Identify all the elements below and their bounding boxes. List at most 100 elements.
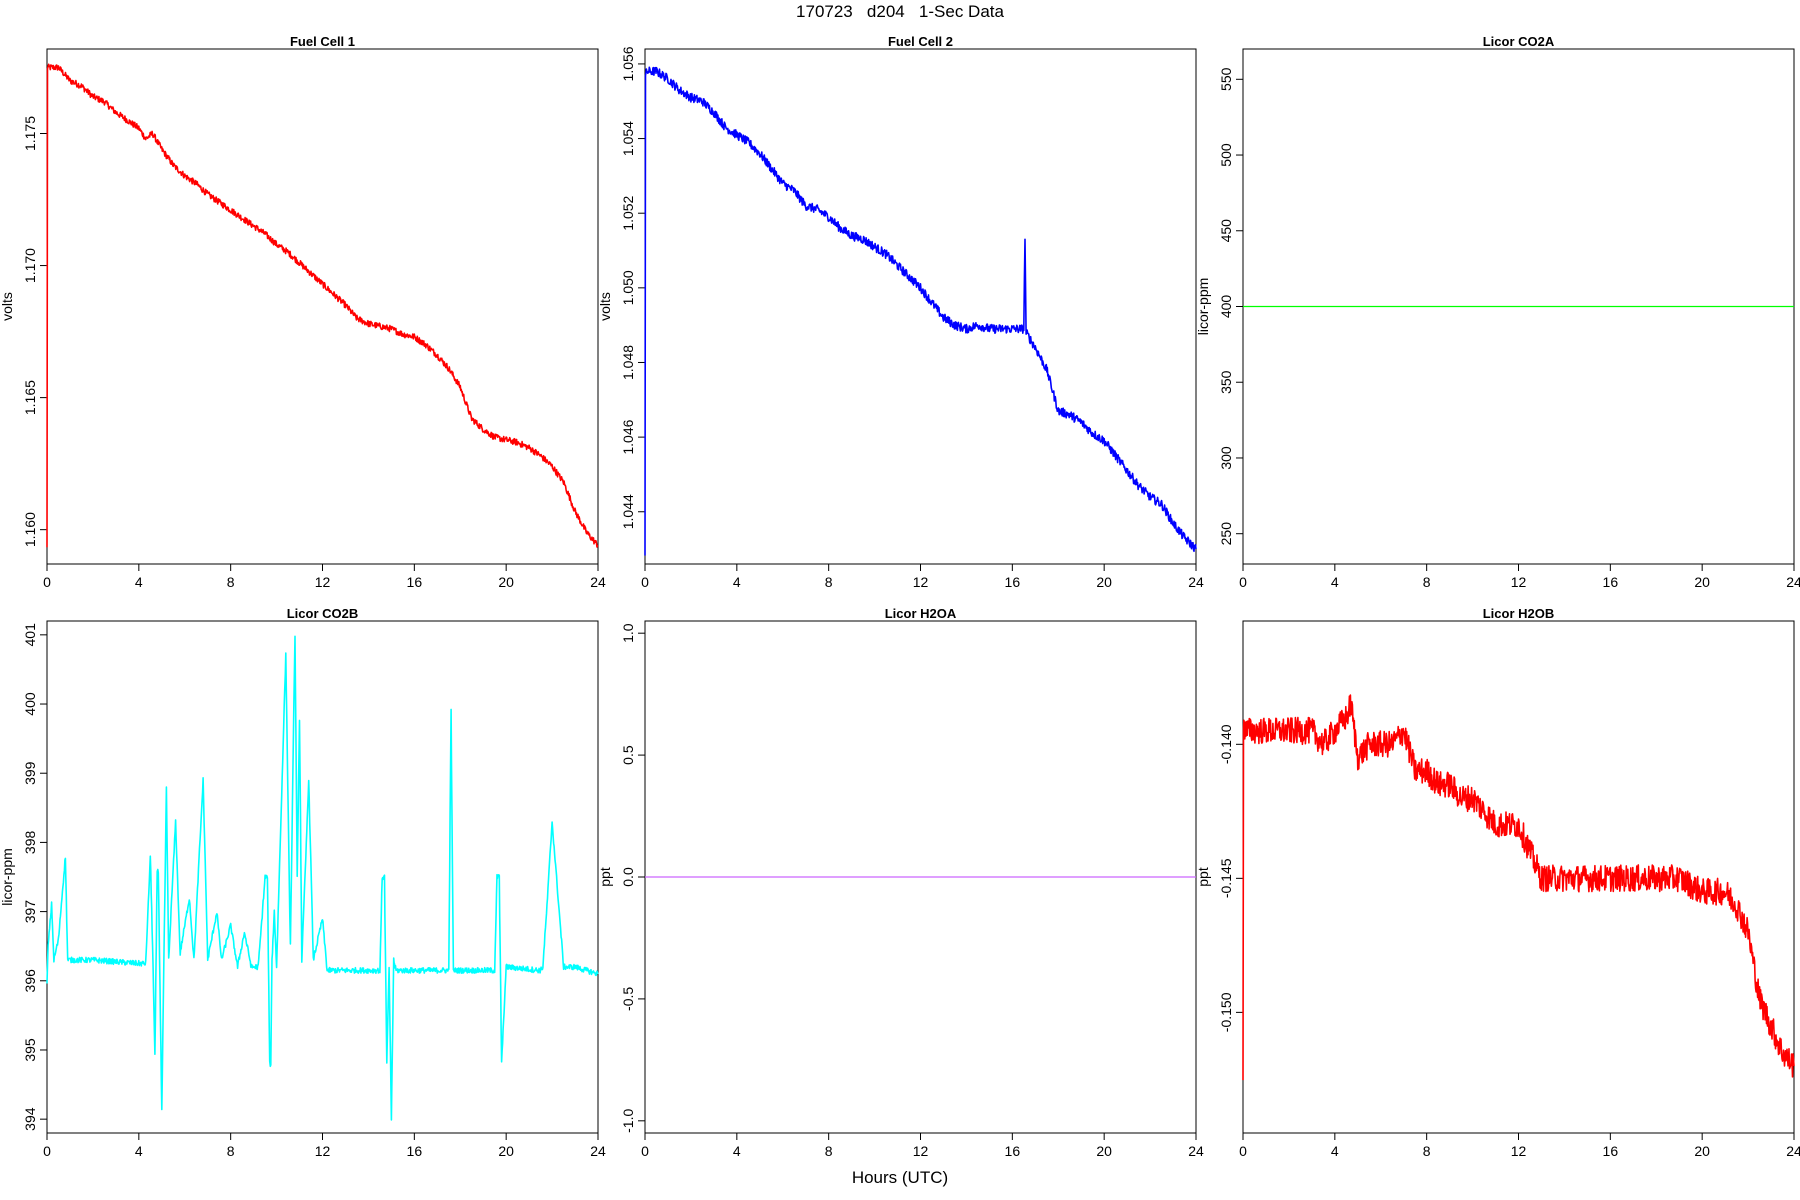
y-axis-label: volts	[597, 292, 613, 321]
x-tick-label: 20	[498, 1143, 514, 1159]
x-tick-label: 12	[315, 1143, 331, 1159]
y-tick-label: -0.140	[1218, 724, 1234, 764]
y-axis-label: volts	[0, 292, 15, 321]
y-axis-label: licor-ppm	[0, 848, 15, 906]
y-tick-label: -1.0	[620, 1109, 636, 1133]
plot-frame	[46, 620, 599, 1134]
y-tick-label: 250	[1218, 522, 1234, 546]
x-tick-label: 20	[1096, 1143, 1112, 1159]
y-tick-label: 395	[22, 1038, 38, 1062]
panel-title: Licor H2OA	[885, 606, 957, 621]
x-tick-label: 24	[590, 574, 606, 590]
y-tick-label: 1.175	[22, 116, 38, 151]
y-tick-label: 1.0	[620, 623, 636, 643]
x-tick-label: 12	[1511, 574, 1527, 590]
chart-panel-5: Licor H2OA ppt 0 4 8 12 16 20 24 -1.0 -0.5 0.0 0.5 1.…	[597, 606, 1204, 1159]
y-tick-label: 398	[22, 831, 38, 855]
x-tick-label: 16	[1005, 574, 1021, 590]
x-tick-label: 0	[43, 574, 51, 590]
series-line	[46, 63, 599, 548]
panel-title: Licor CO2A	[1483, 34, 1555, 49]
chart-panel-1: Fuel Cell 1 volts 0 4 8 12 16 20 24 1.160 1.165 1.1…	[0, 34, 606, 590]
y-tick-label: 400	[22, 692, 38, 716]
x-tick-label: 24	[590, 1143, 606, 1159]
y-tick-label: 1.048	[620, 345, 636, 380]
y-axis-label: ppt	[597, 867, 613, 887]
y-axis-label: licor-ppm	[1195, 278, 1211, 336]
y-tick-label: 350	[1218, 370, 1234, 394]
panel-title: Licor CO2B	[287, 606, 359, 621]
x-tick-label: 8	[825, 574, 833, 590]
y-tick-label: 1.054	[620, 121, 636, 156]
y-axis-label: ppt	[1195, 867, 1211, 887]
y-tick-label: -0.145	[1218, 858, 1234, 898]
y-tick-label: 399	[22, 761, 38, 785]
panel-title: Fuel Cell 1	[290, 34, 355, 49]
panel-title: Fuel Cell 2	[888, 34, 953, 49]
chart-panel-6: Licor H2OB ppt 0 4 8 12 16 20 24 -0.150 -0.145 -0.1…	[1195, 606, 1800, 1159]
y-tick-label: 1.160	[22, 512, 38, 547]
x-tick-label: 0	[1239, 574, 1247, 590]
x-tick-label: 16	[1603, 1143, 1619, 1159]
x-tick-label: 8	[825, 1143, 833, 1159]
series-line	[644, 66, 1197, 556]
y-tick-label: 394	[22, 1107, 38, 1131]
x-tick-label: 12	[1511, 1143, 1527, 1159]
x-tick-label: 0	[43, 1143, 51, 1159]
y-tick-label: 396	[22, 969, 38, 993]
x-tick-label: 20	[1694, 1143, 1710, 1159]
x-tick-label: 24	[1786, 574, 1800, 590]
x-tick-label: 8	[227, 574, 235, 590]
plot-frame	[46, 48, 599, 565]
x-tick-label: 0	[1239, 1143, 1247, 1159]
x-tick-label: 24	[1188, 1143, 1204, 1159]
chart-panel-3: Licor CO2A licor-ppm 0 4 8 12 16 20 24 250 300 350 4…	[1195, 34, 1800, 590]
chart-panel-2: Fuel Cell 2 volts 0 4 8 12 16 20 24 1.044 1.046 1.0…	[597, 34, 1204, 590]
y-tick-label: 401	[22, 623, 38, 647]
y-tick-label: -0.150	[1218, 992, 1234, 1032]
y-tick-label: 300	[1218, 446, 1234, 470]
y-tick-label: 1.046	[620, 419, 636, 454]
x-tick-label: 4	[1331, 1143, 1339, 1159]
chart-panel-4: Licor CO2B licor-ppm 0 4 8 12 16 20 24 394 395 396 3…	[0, 606, 606, 1159]
y-tick-label: -0.5	[620, 987, 636, 1011]
y-tick-label: 1.170	[22, 248, 38, 283]
x-tick-label: 16	[407, 1143, 423, 1159]
x-tick-label: 20	[1096, 574, 1112, 590]
y-tick-label: 400	[1218, 295, 1234, 319]
x-tick-label: 12	[913, 1143, 929, 1159]
x-tick-label: 20	[498, 574, 514, 590]
y-tick-label: 1.056	[620, 46, 636, 81]
x-tick-label: 8	[227, 1143, 235, 1159]
plot-frame	[1242, 620, 1795, 1134]
y-tick-label: 500	[1218, 143, 1234, 167]
x-tick-label: 8	[1423, 1143, 1431, 1159]
x-tick-label: 0	[641, 1143, 649, 1159]
series-line	[46, 635, 599, 1121]
y-tick-label: 550	[1218, 67, 1234, 91]
x-tick-label: 12	[913, 574, 929, 590]
x-tick-label: 24	[1188, 574, 1204, 590]
y-tick-label: 397	[22, 900, 38, 924]
y-tick-label: 0.0	[620, 867, 636, 887]
y-tick-label: 1.044	[620, 494, 636, 529]
x-axis-title: Hours (UTC)	[851, 1168, 949, 1187]
y-tick-label: 1.050	[620, 270, 636, 305]
panel-title: Licor H2OB	[1483, 606, 1555, 621]
x-tick-label: 4	[135, 1143, 143, 1159]
x-tick-label: 16	[1005, 1143, 1021, 1159]
figure-title: 170723 d204 1-Sec Data	[796, 2, 1004, 21]
x-tick-label: 4	[733, 1143, 741, 1159]
x-tick-label: 12	[315, 574, 331, 590]
y-tick-label: 1.165	[22, 380, 38, 415]
x-tick-label: 4	[733, 574, 741, 590]
x-tick-label: 16	[407, 574, 423, 590]
y-tick-label: 0.5	[620, 745, 636, 765]
x-tick-label: 4	[1331, 574, 1339, 590]
x-tick-label: 16	[1603, 574, 1619, 590]
x-tick-label: 8	[1423, 574, 1431, 590]
x-tick-label: 24	[1786, 1143, 1800, 1159]
x-tick-label: 4	[135, 574, 143, 590]
x-tick-label: 20	[1694, 574, 1710, 590]
